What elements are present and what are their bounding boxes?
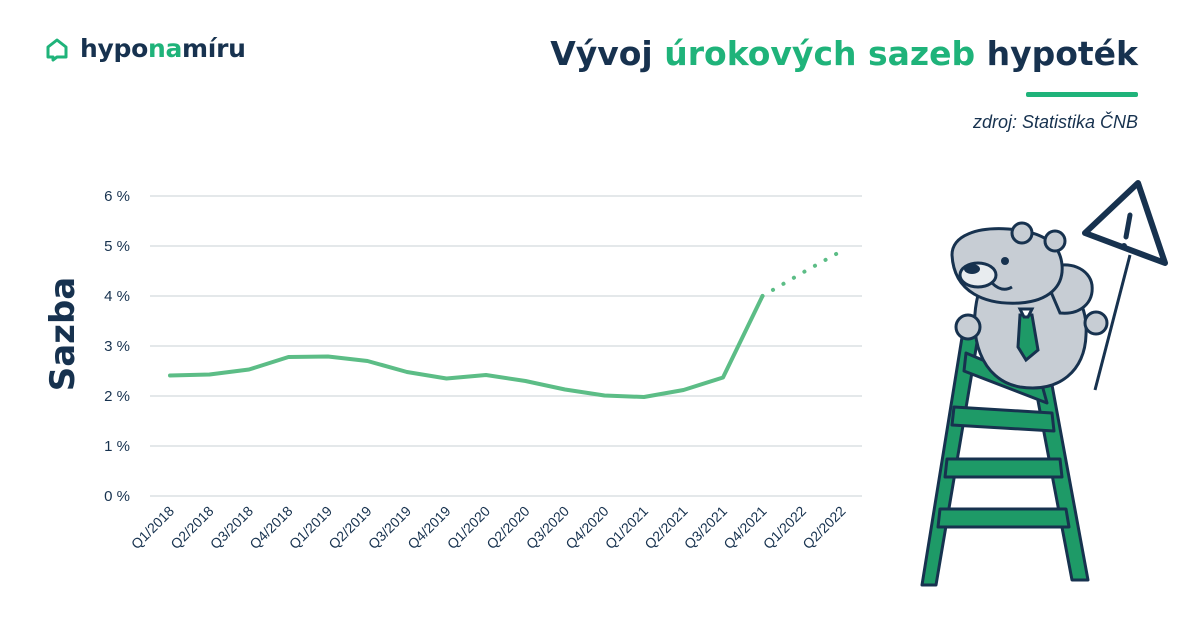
y-tick-label: 2 % xyxy=(104,388,130,405)
bear-on-ladder-illustration xyxy=(920,180,1168,587)
y-tick-label: 6 % xyxy=(104,188,130,205)
y-axis-label: Sazba xyxy=(43,277,83,392)
warning-sign-icon xyxy=(1082,180,1168,391)
source-note: zdroj: Statistika ČNB xyxy=(972,112,1138,132)
brand-name: hyponamíru xyxy=(80,34,246,63)
ladder xyxy=(920,323,1090,587)
rate-line xyxy=(168,294,765,399)
chart-grid xyxy=(150,195,862,497)
brand-logo[interactable]: hyponamíru xyxy=(44,34,246,63)
title-part-3: hypoték xyxy=(975,34,1138,73)
title-part-1: Vývoj xyxy=(550,34,665,73)
forecast-line xyxy=(760,249,844,298)
y-tick-label: 5 % xyxy=(104,238,130,255)
y-tick-labels: 0 % 1 % 2 % 3 % 4 % 5 % 6 % xyxy=(104,188,130,505)
title-highlight: úrokových sazeb xyxy=(664,34,976,73)
x-tick-label: Q2/2022 xyxy=(799,503,848,552)
y-tick-label: 0 % xyxy=(104,488,130,505)
y-tick-label: 3 % xyxy=(104,338,130,355)
page-title: Vývoj úrokových sazeb hypoték xyxy=(550,34,1138,73)
y-tick-label: 1 % xyxy=(104,438,130,455)
house-chat-icon xyxy=(46,38,68,61)
bear xyxy=(950,221,1109,390)
chart-series xyxy=(168,249,844,399)
title-underline xyxy=(1026,92,1138,97)
y-tick-label: 4 % xyxy=(104,288,130,305)
rate-chart: 0 % 1 % 2 % 3 % 4 % 5 % 6 % Q1/2018Q2/2018Q3/2… xyxy=(43,188,862,552)
brand-part-3: míru xyxy=(182,34,246,63)
x-tick-labels: Q1/2018Q2/2018Q3/2018Q4/2018Q1/2019Q2/20… xyxy=(128,503,849,552)
brand-part-2: na xyxy=(147,34,183,63)
brand-part-1: hypo xyxy=(80,34,148,63)
